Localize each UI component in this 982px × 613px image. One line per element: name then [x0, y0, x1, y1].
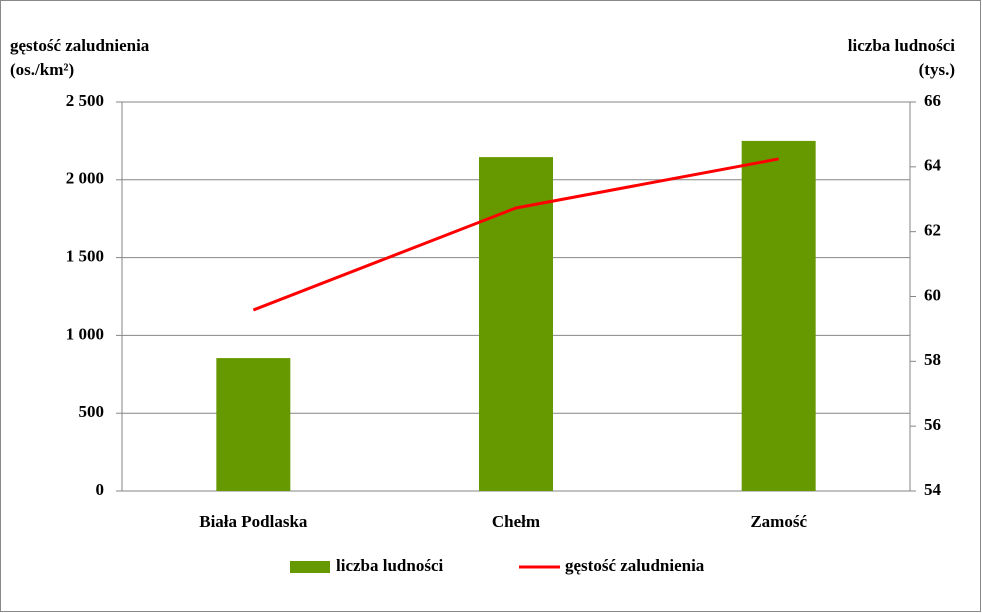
y-tick-label: 1 000: [66, 324, 104, 343]
y2-tick-label: 56: [924, 415, 941, 434]
bar: [741, 140, 816, 491]
y-tick-label: 2 500: [66, 91, 104, 110]
bar: [216, 358, 291, 491]
y2-tick-label: 58: [924, 350, 941, 369]
y2-axis-title: liczba ludności: [848, 36, 955, 55]
legend-swatch: [290, 561, 330, 573]
y-tick-label: 1 500: [66, 247, 104, 266]
legend-label: gęstość zaludnienia: [565, 556, 705, 575]
y2-axis-title: (tys.): [919, 60, 955, 79]
x-tick-label: Chełm: [492, 512, 540, 531]
y2-tick-label: 64: [924, 156, 942, 175]
x-tick-label: Zamość: [750, 512, 807, 531]
y2-tick-label: 54: [924, 480, 942, 499]
bar: [479, 157, 553, 491]
y2-tick-label: 60: [924, 285, 941, 304]
y2-tick-label: 62: [924, 221, 941, 240]
y-axis-title: (os./km²): [10, 60, 74, 79]
y-axis-title: gęstość zaludnienia: [10, 36, 150, 55]
line: [252, 157, 779, 312]
y-tick-label: 500: [79, 402, 105, 421]
y-tick-label: 0: [96, 480, 105, 499]
y2-tick-label: 66: [924, 91, 941, 110]
x-tick-label: Biała Podlaska: [199, 512, 308, 531]
y-tick-label: 2 000: [66, 169, 104, 188]
legend-label: liczba ludności: [336, 556, 443, 575]
